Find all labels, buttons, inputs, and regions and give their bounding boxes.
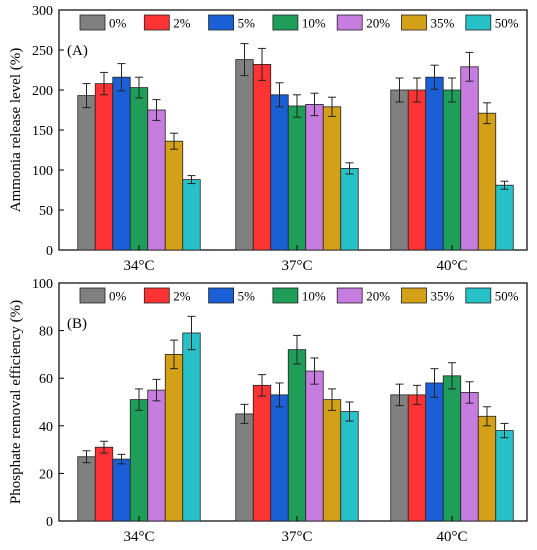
panel-b-legend-swatch — [336, 287, 363, 304]
panel-a-ytick-label: 200 — [32, 84, 53, 99]
panel-a-bar — [340, 167, 359, 251]
panel-a-legend-swatch — [208, 14, 235, 31]
panel-b-legend-swatch — [465, 287, 492, 304]
panel-a-bar — [270, 94, 289, 251]
panel-a-legend-swatch — [272, 14, 299, 31]
panel-a-bar — [252, 64, 272, 251]
panel-b-bar — [390, 394, 409, 522]
panel-b-bar — [425, 382, 444, 522]
panel-a-bar — [287, 105, 307, 251]
panel-a-legend-label: 20% — [366, 16, 390, 31]
panel-a-ytick-label: 0 — [46, 244, 53, 259]
panel-a-legend-swatch — [465, 14, 492, 31]
panel-b-bar — [94, 446, 114, 522]
panel-b-ytick-label: 100 — [32, 277, 53, 292]
panel-a-legend-swatch — [401, 14, 427, 31]
panel-a-legend-label: 5% — [238, 16, 256, 31]
panel-a-bar — [407, 89, 427, 251]
panel-b-bar — [252, 384, 272, 522]
panel-b-ytick-label: 0 — [46, 515, 53, 530]
panel-b-bar — [460, 392, 479, 522]
panel-b-bar — [270, 394, 289, 522]
panel-a-ytick-label: 150 — [32, 124, 53, 139]
panel-a-legend-swatch — [143, 14, 170, 31]
panel-b-bar — [147, 389, 166, 522]
panel-a-bar — [322, 106, 342, 251]
panel-a-legend-label: 50% — [495, 16, 519, 31]
panel-b-legend-swatch — [79, 287, 106, 304]
panel-b-legend-label: 35% — [431, 289, 455, 304]
panel-b-legend-label: 50% — [495, 289, 519, 304]
panel-b-label: (B) — [67, 316, 87, 332]
panel-a-category-label: 37°C — [281, 258, 312, 274]
panel-b-bar — [495, 430, 514, 522]
panel-a-bar — [129, 87, 149, 251]
panel-b-category-label: 34°C — [123, 529, 154, 545]
panel-b-legend-label: 20% — [366, 289, 390, 304]
panel-a-ytick-label: 250 — [32, 44, 53, 59]
panel-a-bar — [235, 59, 254, 251]
panel-b-ytick-label: 80 — [39, 325, 53, 340]
panel-b-legend-swatch — [272, 287, 299, 304]
panel-a-bar — [147, 109, 166, 251]
panel-b-legend-label: 5% — [238, 289, 256, 304]
panel-a-bar — [442, 89, 462, 251]
panel-a-bar — [94, 83, 114, 251]
panel-b-bar — [407, 394, 427, 522]
panel-b-ytick-label: 20 — [39, 467, 53, 482]
panel-a-bar — [182, 179, 201, 251]
panel-b-legend-swatch — [401, 287, 427, 304]
panel-b-category-label: 37°C — [281, 529, 312, 545]
panel-b-y-axis-label: Phosphate removal efficiency (%) — [8, 300, 24, 504]
panel-b-bar — [164, 353, 184, 522]
panel-a-legend-swatch — [336, 14, 363, 31]
panel-b-bar — [305, 370, 324, 522]
panel-a-bar — [390, 89, 409, 251]
panel-a-ytick-label: 100 — [32, 164, 53, 179]
panel-b-bar — [235, 413, 254, 522]
panel-b-bar — [129, 399, 149, 522]
panel-a-y-axis-label: Ammonia release level (%) — [8, 48, 24, 213]
panel-a-legend-label: 0% — [109, 16, 127, 31]
panel-b-ytick-label: 60 — [39, 372, 53, 387]
panel-a-legend-label: 2% — [173, 16, 191, 31]
panel-a-bar — [164, 140, 184, 251]
panel-a-bar — [495, 184, 514, 251]
panel-b-legend-label: 10% — [302, 289, 326, 304]
panel-b-bar — [442, 375, 462, 522]
panel-b-category-label: 40°C — [436, 529, 467, 545]
panel-a-legend-label: 35% — [431, 16, 455, 31]
panel-b-bar — [182, 332, 201, 522]
panel-a-label: (A) — [67, 43, 88, 59]
panel-a-bar — [425, 76, 444, 251]
panel-a-legend-swatch — [79, 14, 106, 31]
panel-b-legend-swatch — [143, 287, 170, 304]
panel-b-bar — [340, 411, 359, 522]
panel-a-ytick-label: 300 — [32, 4, 53, 19]
panel-a-bar — [112, 76, 131, 251]
panel-b-bar — [477, 415, 497, 522]
panel-b-legend-swatch — [208, 287, 235, 304]
panel-a-category-label: 34°C — [123, 258, 154, 274]
panel-a-bar — [77, 95, 96, 251]
panel-a-bar — [460, 66, 479, 251]
panel-b-bar — [287, 349, 307, 522]
panel-a-bar — [477, 112, 497, 251]
panel-b-bar — [112, 458, 131, 522]
panel-a-ytick-label: 50 — [39, 204, 53, 219]
panel-a-bar — [305, 104, 324, 251]
panel-b-bar — [322, 399, 342, 522]
panel-b-ytick-label: 40 — [39, 420, 53, 435]
panel-b-bar — [77, 456, 96, 522]
panel-a-category-label: 40°C — [436, 258, 467, 274]
panel-b-legend-label: 0% — [109, 289, 127, 304]
panel-a-legend-label: 10% — [302, 16, 326, 31]
panel-b-legend-label: 2% — [173, 289, 191, 304]
